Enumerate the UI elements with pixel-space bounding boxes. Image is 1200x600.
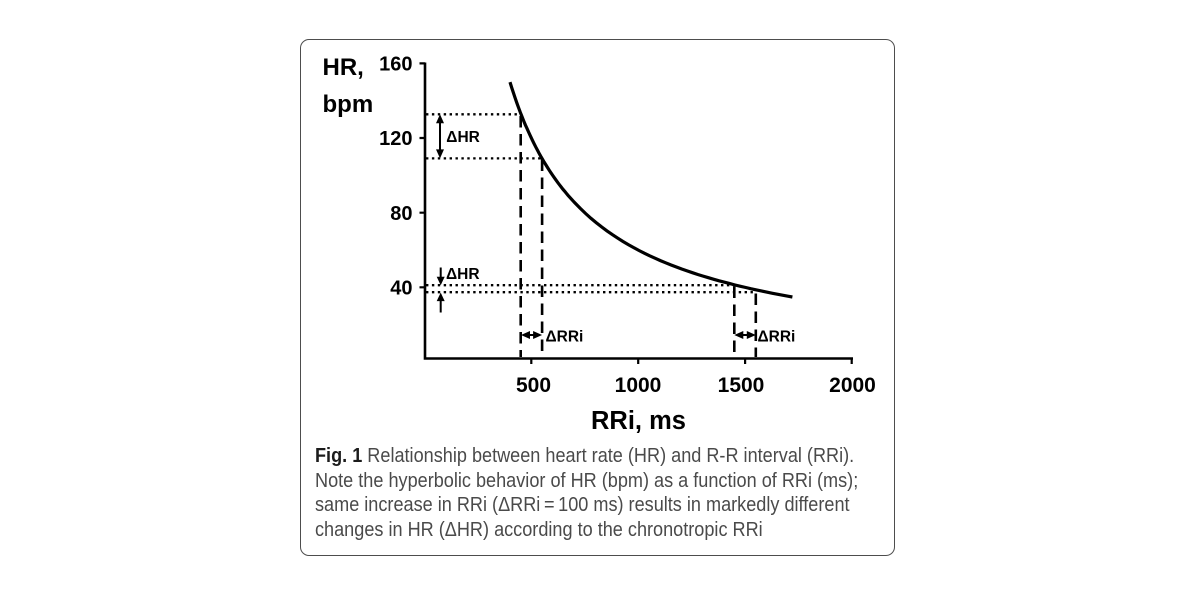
svg-text:160: 160 xyxy=(379,54,412,76)
svg-text:ΔHR: ΔHR xyxy=(446,129,480,146)
svg-text:ΔRRi: ΔRRi xyxy=(546,329,584,346)
svg-text:RRi, ms: RRi, ms xyxy=(591,407,686,435)
svg-text:ΔHR: ΔHR xyxy=(446,266,480,283)
svg-text:1000: 1000 xyxy=(615,374,662,397)
svg-text:80: 80 xyxy=(390,203,412,225)
svg-text:2000: 2000 xyxy=(829,374,876,397)
svg-text:120: 120 xyxy=(379,128,412,150)
svg-text:ΔRRi: ΔRRi xyxy=(758,329,796,346)
svg-text:HR,: HR, xyxy=(323,54,364,81)
svg-text:bpm: bpm xyxy=(323,91,374,118)
svg-text:40: 40 xyxy=(390,278,412,300)
svg-text:500: 500 xyxy=(516,374,551,397)
svg-text:1500: 1500 xyxy=(718,374,765,397)
